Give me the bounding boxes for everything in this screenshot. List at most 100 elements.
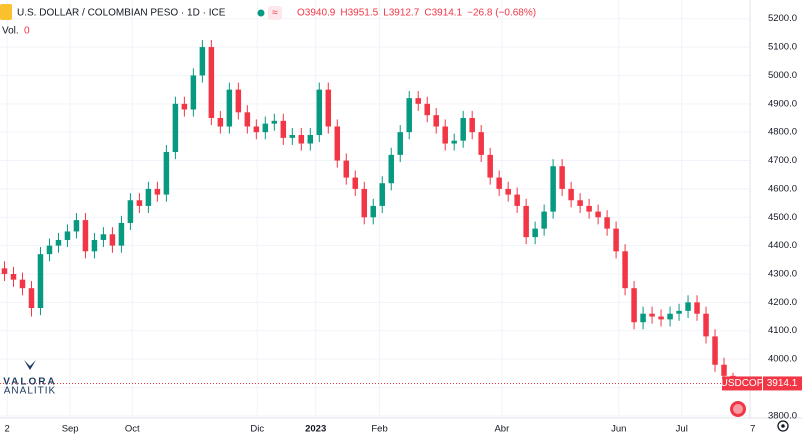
candle-body [451, 140, 457, 144]
candle-body [568, 188, 574, 201]
y-tick-label: 5100.0 [768, 42, 797, 53]
candle-body [28, 288, 35, 309]
y-tick-label: 4900.0 [768, 98, 797, 109]
y-tick-label: 4600.0 [768, 183, 797, 194]
candle-body [343, 160, 350, 178]
y-tick-label: 5000.0 [768, 70, 797, 81]
candle-body [487, 154, 493, 178]
candle-body [91, 239, 98, 252]
y-tick-label: 4500.0 [768, 212, 797, 223]
candle-body [55, 239, 62, 246]
candle-body [172, 103, 179, 153]
candle-body [316, 89, 323, 136]
y-tick-label: 4700.0 [768, 155, 797, 166]
candle-body [82, 220, 89, 252]
candle-body [46, 245, 53, 255]
x-tick-label: 7 [750, 424, 755, 435]
candle-body [640, 313, 646, 323]
price-tag [763, 376, 802, 391]
candle-body [586, 205, 592, 212]
settings-icon[interactable] [777, 420, 789, 432]
candle-body [559, 166, 565, 189]
ohlc-value: O3940.9 [297, 8, 336, 19]
x-tick-label: Sep [62, 424, 79, 435]
candle-body [280, 120, 287, 138]
candle-body [649, 313, 655, 317]
candle-body [307, 135, 314, 144]
candle-body [658, 316, 664, 320]
candle-body [613, 228, 619, 252]
candle-body [100, 234, 107, 240]
candle-body [631, 288, 637, 323]
status-badge [268, 6, 282, 20]
price-tag-label: 3914.1 [767, 378, 798, 389]
volume-value: 0 [24, 26, 30, 37]
candle-body [271, 120, 278, 124]
candle-body [379, 183, 385, 206]
symbol-flag-icon[interactable] [0, 4, 12, 20]
axes: 3800.03900.04000.04100.04200.04300.04400… [5, 13, 802, 435]
y-tick-label: 4400.0 [768, 240, 797, 251]
y-tick-label: 5200.0 [768, 13, 797, 24]
x-tick-label: Feb [371, 424, 387, 435]
candle-body [298, 135, 305, 144]
candle-body [37, 254, 44, 309]
candle-body [685, 302, 691, 311]
y-tick-label: 3800.0 [768, 410, 797, 421]
chart-title: U.S. DOLLAR / COLOMBIAN PESO · 1D · ICE [17, 8, 226, 19]
candle-body [577, 200, 583, 206]
candle-body [496, 177, 502, 189]
watermark-icon [24, 360, 36, 370]
candle-body [478, 132, 484, 155]
y-tick-label: 4200.0 [768, 297, 797, 308]
ohlc-value: C3914.1 [424, 8, 462, 19]
candle-body [721, 364, 727, 376]
ohlc-value: −26.8 (−0.68%) [467, 8, 536, 19]
candle-body [703, 313, 709, 337]
candle-body [145, 188, 152, 206]
candle-body [442, 126, 448, 144]
x-tick-label: Dic [250, 424, 264, 435]
x-tick-label: Jun [611, 424, 626, 435]
candle-body [262, 123, 269, 133]
candle-body [541, 211, 547, 229]
candle-body [514, 194, 520, 206]
candle-body [469, 117, 475, 133]
watermark-title: VALORA [3, 377, 56, 388]
y-tick-label: 4300.0 [768, 269, 797, 280]
axis-controls [730, 401, 789, 432]
candle-body [712, 336, 718, 365]
candle-body [217, 117, 224, 127]
candle-body [676, 310, 682, 314]
candle-body [523, 205, 529, 238]
x-tick-label: Oct [125, 424, 140, 435]
candle-body [433, 115, 439, 127]
candle-body [64, 231, 71, 240]
candle-body [253, 126, 260, 133]
candle-body [136, 200, 143, 206]
ohlc-value: L3912.7 [383, 8, 420, 19]
candle-body [604, 217, 610, 229]
candle-body [109, 234, 116, 246]
watermark-subtitle: ANALITIK [4, 386, 56, 397]
candle-body [361, 188, 368, 218]
candle-body [370, 205, 377, 218]
y-tick-label: 4100.0 [768, 325, 797, 336]
symbol-tag [722, 376, 762, 391]
candle-body [154, 188, 161, 195]
candle-body [622, 251, 628, 289]
candle-body [127, 200, 134, 223]
candle-body [190, 75, 197, 110]
currency-icon-inner [733, 404, 743, 414]
candle-body [397, 132, 403, 155]
candle-body [352, 177, 359, 189]
plot-area [0, 39, 750, 384]
candle-body [325, 89, 332, 127]
candle-body [235, 89, 242, 113]
ohlc-legend: O3940.9 H3951.5 L3912.7 C3914.1 −26.8 (−0.68… [297, 8, 536, 19]
candle-body [532, 228, 538, 238]
candle-body [19, 279, 26, 289]
candle-body [415, 98, 421, 104]
candle-body [226, 89, 233, 127]
